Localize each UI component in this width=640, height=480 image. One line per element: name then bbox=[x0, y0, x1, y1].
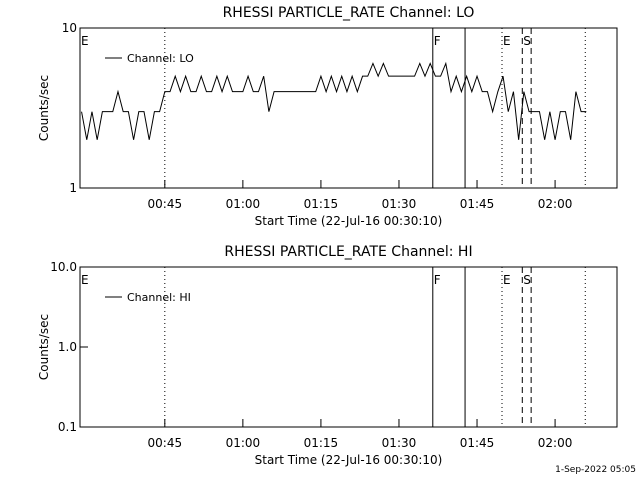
event-flag: F bbox=[434, 273, 441, 287]
x-tick-label: 01:15 bbox=[304, 436, 339, 450]
x-tick-label: 01:15 bbox=[304, 197, 339, 211]
x-tick-label: 01:00 bbox=[226, 436, 261, 450]
legend-label: Channel: LO bbox=[127, 52, 194, 65]
x-tick-label: 02:00 bbox=[538, 436, 573, 450]
data-line bbox=[81, 61, 587, 140]
event-flag: E bbox=[503, 273, 511, 287]
x-tick-label: 01:30 bbox=[382, 436, 417, 450]
event-flag: S bbox=[523, 273, 531, 287]
x-tick-label: 01:00 bbox=[226, 197, 261, 211]
y-tick-label: 10 bbox=[62, 21, 77, 35]
y-axis-label: Counts/sec bbox=[37, 314, 51, 380]
x-tick-label: 00:45 bbox=[148, 436, 183, 450]
legend-label: Channel: HI bbox=[127, 291, 191, 304]
event-flag: E bbox=[503, 34, 511, 48]
y-tick-label: 1 bbox=[69, 181, 77, 195]
x-tick-label: 01:45 bbox=[460, 436, 495, 450]
x-tick-label: 00:45 bbox=[148, 197, 183, 211]
plot-frame bbox=[79, 27, 618, 189]
x-tick-label: 02:00 bbox=[538, 197, 573, 211]
x-tick-label: 01:45 bbox=[460, 197, 495, 211]
x-axis-label: Start Time (22-Jul-16 00:30:10) bbox=[255, 453, 443, 467]
chart-title: RHESSI PARTICLE_RATE Channel: LO bbox=[223, 5, 475, 21]
x-tick-label: 01:30 bbox=[382, 197, 417, 211]
event-flag: E bbox=[81, 273, 89, 287]
footer: 1-Sep-2022 05:05 bbox=[555, 465, 636, 475]
y-tick-label: 10.0 bbox=[50, 260, 77, 274]
y-tick-label: 0.1 bbox=[58, 420, 77, 434]
x-axis-label: Start Time (22-Jul-16 00:30:10) bbox=[255, 214, 443, 228]
event-flag: E bbox=[81, 34, 89, 48]
chart-title: RHESSI PARTICLE_RATE Channel: HI bbox=[224, 244, 472, 260]
event-flag: S bbox=[523, 34, 531, 48]
event-flag: F bbox=[434, 34, 441, 48]
y-axis-label: Counts/sec bbox=[37, 75, 51, 141]
y-tick-label: 1.0 bbox=[58, 340, 77, 354]
